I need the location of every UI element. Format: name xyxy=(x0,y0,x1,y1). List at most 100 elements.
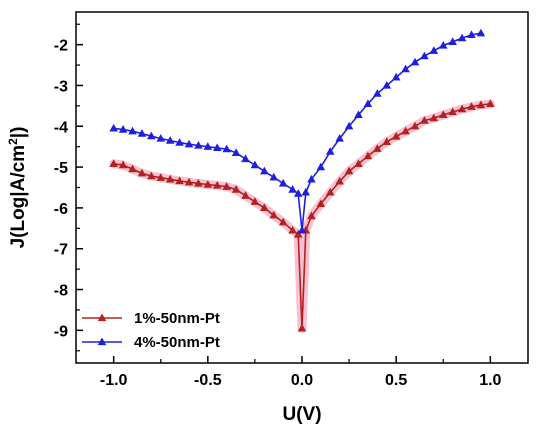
data-point xyxy=(288,225,297,234)
data-point xyxy=(373,144,382,152)
data-point xyxy=(260,203,269,212)
data-point xyxy=(429,113,439,122)
data-point xyxy=(325,147,335,155)
data-point xyxy=(363,99,373,107)
x-tick-label: 0.0 xyxy=(291,372,313,389)
legend-label: 4%-50nm-Pt xyxy=(134,334,220,351)
data-point xyxy=(486,99,495,107)
data-point xyxy=(222,182,231,190)
data-point xyxy=(250,160,260,169)
data-point xyxy=(354,159,363,167)
data-point xyxy=(420,51,429,60)
data-point xyxy=(231,185,241,193)
y-axis-title-prefix: J(Log|A/cm xyxy=(8,145,29,249)
data-point xyxy=(438,40,448,49)
y-axis: -9 -8 -7 -6 -5 -4 -3 -2 xyxy=(54,23,83,352)
data-point xyxy=(293,189,303,197)
data-point xyxy=(241,191,250,199)
data-point xyxy=(325,187,335,196)
data-point xyxy=(212,180,222,189)
data-point xyxy=(316,162,326,171)
data-point xyxy=(420,116,429,124)
data-point xyxy=(165,136,175,144)
data-point xyxy=(194,178,203,187)
x-tick-label: 1.0 xyxy=(479,372,501,389)
legend-marker xyxy=(97,337,107,346)
data-point xyxy=(156,134,166,142)
data-point xyxy=(184,177,194,186)
data-point xyxy=(184,139,194,148)
data-point xyxy=(391,72,401,81)
data-point xyxy=(307,174,316,183)
data-point xyxy=(382,137,392,145)
data-point xyxy=(293,229,303,238)
data-point xyxy=(241,154,250,163)
data-point xyxy=(165,174,175,183)
data-point xyxy=(128,164,137,173)
series-layer xyxy=(109,28,495,333)
data-point xyxy=(194,140,203,149)
data-point xyxy=(278,178,288,187)
data-point xyxy=(467,30,476,39)
legend-item: 1%-50nm-Pt xyxy=(82,310,220,327)
data-point xyxy=(401,126,410,135)
legend-label: 1%-50nm-Pt xyxy=(134,310,220,327)
data-point xyxy=(301,187,311,196)
data-point xyxy=(448,107,457,116)
data-point xyxy=(354,110,363,119)
y-tick-label: -7 xyxy=(54,242,68,259)
data-point xyxy=(448,37,457,45)
y-tick-label: -5 xyxy=(54,160,68,177)
data-point xyxy=(344,121,354,130)
data-point xyxy=(147,171,156,180)
legend-marker xyxy=(97,313,107,322)
legend: 1%-50nm-Pt 4%-50nm-Pt xyxy=(82,310,220,351)
y-axis-title-superscript: 2 xyxy=(6,138,20,145)
data-point xyxy=(109,123,118,132)
data-point xyxy=(147,131,156,140)
data-point xyxy=(373,89,382,97)
data-point xyxy=(175,176,184,185)
data-point xyxy=(307,211,316,220)
data-point xyxy=(175,138,184,146)
x-tick-label: -1.0 xyxy=(100,372,128,389)
data-point xyxy=(118,160,128,169)
data-point xyxy=(316,199,326,207)
data-point xyxy=(476,100,486,109)
data-point xyxy=(363,151,373,160)
data-point xyxy=(128,126,137,135)
data-point xyxy=(410,57,420,66)
series-2 xyxy=(109,28,486,234)
data-point xyxy=(438,110,448,119)
y-tick-label: -4 xyxy=(54,119,68,136)
data-point xyxy=(137,129,147,137)
y-tick-label: -3 xyxy=(54,78,68,95)
data-point xyxy=(118,125,128,133)
data-point xyxy=(410,121,420,130)
data-point xyxy=(391,131,401,140)
data-point xyxy=(109,159,118,167)
series-line xyxy=(113,32,482,231)
y-axis-title: J(Log|A/cm2|) xyxy=(6,127,29,249)
data-point xyxy=(231,148,241,156)
data-point xyxy=(476,28,486,37)
data-point xyxy=(250,197,260,205)
data-point xyxy=(212,143,222,152)
y-tick-label: -8 xyxy=(54,283,68,300)
data-point xyxy=(401,64,410,73)
data-point xyxy=(429,46,439,54)
x-tick-label: -0.5 xyxy=(194,372,222,389)
data-point xyxy=(467,102,476,110)
x-axis-title: U(V) xyxy=(282,404,321,425)
x-tick-label: 0.5 xyxy=(385,372,407,389)
data-point xyxy=(457,104,467,113)
data-point xyxy=(457,33,467,42)
data-point xyxy=(335,176,344,185)
data-point xyxy=(382,80,392,89)
series-1 xyxy=(109,99,495,333)
data-point xyxy=(344,166,354,175)
data-point xyxy=(335,134,344,142)
data-point xyxy=(269,210,279,219)
data-point xyxy=(297,323,307,332)
